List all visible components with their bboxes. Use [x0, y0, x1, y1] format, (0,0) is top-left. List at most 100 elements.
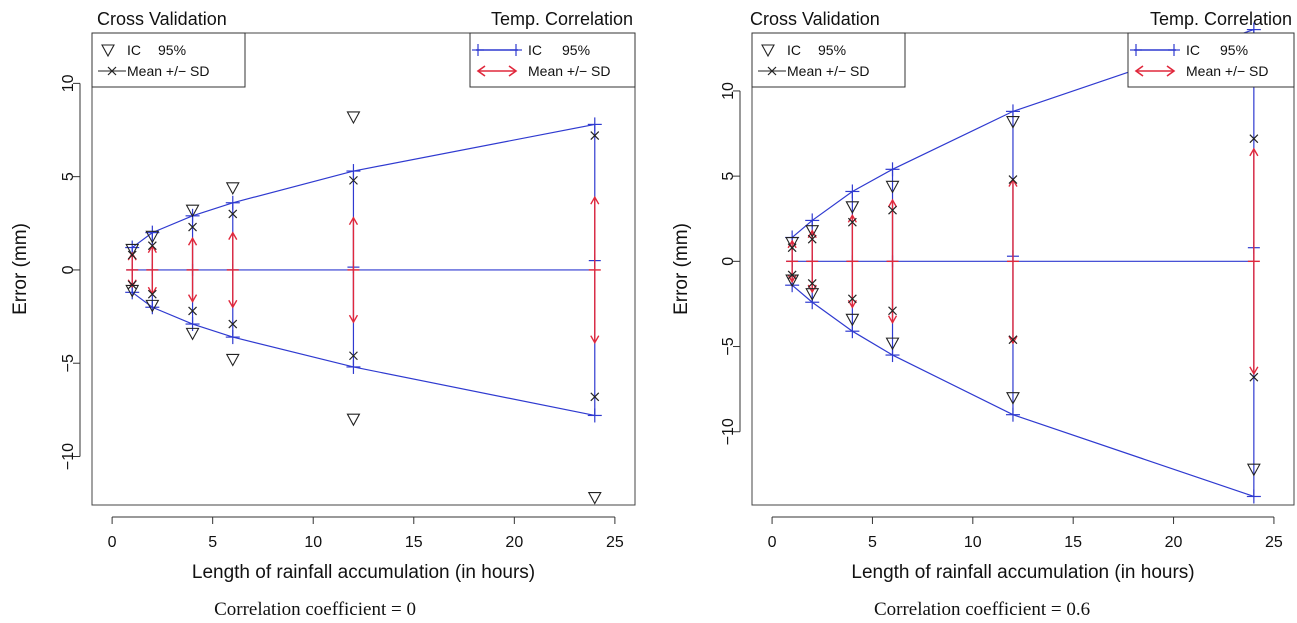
cv-mean-plus-sd-cross-b	[188, 222, 197, 232]
sd-arrow-head-down	[1249, 366, 1259, 376]
cv-mean-minus-sd-cross-b	[1249, 372, 1259, 382]
cv-mean-plus-sd-cross	[847, 217, 857, 227]
y-tick-label: 0	[720, 257, 737, 266]
legend-ic-pct: 95%	[818, 42, 846, 58]
cv-ic95-lower-triangle	[885, 337, 900, 351]
cv-ic95-lower-triangle	[185, 327, 200, 341]
legend-ic-plus-right	[1168, 44, 1180, 56]
y-tick-label: 0	[60, 265, 77, 274]
y-tick-label: 10	[720, 82, 737, 100]
y-tick-label: 5	[720, 172, 737, 181]
sd-arrow-head-down	[348, 314, 359, 324]
legend-sd-head-right	[1166, 65, 1176, 77]
cv-mean-plus-sd-cross	[188, 222, 197, 232]
cv-mean-minus-sd-cross	[1008, 335, 1018, 345]
legend-mean-label: Mean +/− SD	[787, 63, 870, 79]
cv-mean-minus-sd-cross-b	[787, 270, 797, 280]
sd-arrow-head-up	[887, 198, 898, 208]
cv-mean-plus-sd-cross-b	[1249, 134, 1259, 144]
legend-tc-mean-label: Mean +/− SD	[528, 63, 611, 79]
cv-mean-minus-sd-cross	[1249, 372, 1259, 382]
cv-mean-plus-sd-cross-b	[888, 205, 897, 215]
cv-ic95-lower-triangle	[1006, 392, 1020, 405]
legend-cross-icon-b	[767, 66, 777, 76]
cv-mean-plus-sd-cross-b	[127, 250, 137, 260]
y-tick-label: −5	[720, 337, 737, 355]
cv-ic95-upper-triangle	[225, 182, 240, 195]
cv-ic95-upper-triangle	[885, 180, 900, 194]
legend-ic-label: IC	[787, 42, 801, 58]
ic95-lower-mark	[885, 348, 900, 363]
y-tick-label: 10	[60, 74, 77, 92]
cv-mean-minus-sd-cross-b	[188, 306, 197, 316]
ic95-upper-line	[131, 123, 595, 249]
header-cross-validation: Cross Validation	[97, 9, 227, 29]
x-axis-label: Length of rainfall accumulation (in hour…	[192, 562, 535, 583]
cv-ic95-lower-triangle	[845, 313, 860, 327]
ic95-upper-mark	[1005, 104, 1020, 119]
ic95-lower-line	[791, 284, 1255, 498]
y-tick-label: −10	[60, 443, 77, 470]
sd-arrow-head-up	[590, 195, 600, 205]
legend-cross-validation	[91, 32, 246, 88]
sd-arrow-head-down	[228, 299, 238, 309]
legend-tc-ic-label: IC	[1186, 42, 1200, 58]
cv-mean-minus-sd-cross	[188, 306, 197, 316]
cv-mean-plus-sd-cross	[888, 205, 897, 215]
x-axis-label: Length of rainfall accumulation (in hour…	[851, 562, 1194, 583]
cv-ic95-upper-triangle	[185, 204, 200, 218]
chart-panel-correlation-0-6: 0 5 10 15 20 25 −10 −5 0 5 10 Length of rainfall ac…	[671, 9, 1295, 620]
cv-mean-plus-sd-cross	[147, 241, 157, 251]
legend-ic-plus-left	[1130, 44, 1142, 56]
x-tick-label: 25	[1265, 534, 1283, 551]
x-tick-label: 15	[1064, 534, 1082, 551]
legend-ic-plus-right	[510, 44, 522, 56]
x-tick-label: 10	[304, 534, 322, 551]
header-cross-validation: Cross Validation	[750, 9, 880, 29]
legend-sd-head-right	[508, 65, 518, 77]
legend-ic-label: IC	[127, 42, 141, 58]
legend-sd-head-left	[1134, 65, 1144, 77]
ic95-lower-mark	[845, 324, 860, 339]
cv-mean-minus-sd-cross	[349, 351, 358, 361]
cv-ic95-upper-triangle	[805, 225, 820, 238]
cv-ic95-upper-triangle	[785, 237, 800, 250]
y-axis-label: Error (mm)	[10, 223, 31, 315]
plot-frame	[91, 32, 636, 506]
chart-panel-correlation-0: 0 5 10 15 20 25 −10 −5 0 5 10 Length of rainfall ac…	[10, 9, 636, 620]
cv-ic95-lower-triangle	[346, 413, 361, 427]
sd-arrow-head-down	[887, 315, 898, 325]
cv-mean-minus-sd-cross	[127, 280, 137, 290]
legend-mean-label: Mean +/− SD	[127, 63, 210, 79]
cv-mean-minus-sd-cross-b	[847, 294, 857, 304]
cv-mean-plus-sd-cross-b	[807, 234, 817, 244]
cv-mean-minus-sd-cross-b	[127, 280, 137, 290]
x-tick-label: 5	[868, 534, 877, 551]
cv-mean-plus-sd-cross	[807, 234, 817, 244]
x-tick-label: 0	[768, 534, 777, 551]
cv-mean-plus-sd-cross	[1249, 134, 1259, 144]
cv-mean-minus-sd-cross-b	[1008, 335, 1018, 345]
cv-mean-plus-sd-cross-b	[1008, 175, 1018, 184]
cv-mean-minus-sd-cross-b	[590, 392, 600, 402]
cv-ic95-upper-triangle	[845, 201, 860, 214]
header-temp-correlation: Temp. Correlation	[1150, 9, 1292, 29]
cv-mean-plus-sd-cross-b	[847, 217, 857, 227]
sd-arrow-head-up	[187, 236, 198, 246]
cv-mean-plus-sd-cross	[787, 243, 797, 253]
cv-mean-minus-sd-cross	[590, 392, 600, 402]
cv-mean-minus-sd-cross	[888, 306, 897, 316]
y-tick-label: 5	[60, 172, 77, 181]
legend-cross-validation	[751, 32, 906, 88]
cv-mean-minus-sd-cross	[807, 279, 817, 288]
sd-arrow-head-down	[590, 335, 600, 345]
cv-mean-minus-sd-cross	[228, 319, 238, 329]
ic95-upper-mark	[225, 195, 240, 210]
cv-mean-minus-sd-cross	[147, 289, 157, 299]
cv-mean-plus-sd-cross	[590, 131, 600, 141]
legend-tc-ic-pct: 95%	[1220, 42, 1248, 58]
ic95-lower-mark	[1005, 407, 1020, 422]
legend-ic-pct: 95%	[158, 42, 186, 58]
cv-ic95-upper-triangle	[145, 230, 160, 244]
legend-tc-ic-label: IC	[528, 42, 542, 58]
